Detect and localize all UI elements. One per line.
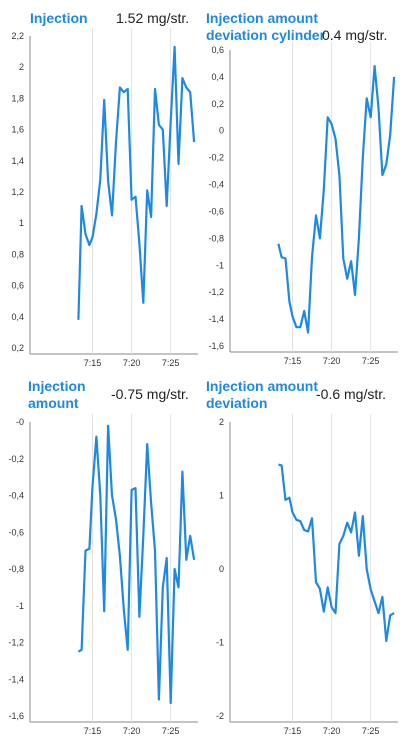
chart-injection-amount-deviation: 7:15 7:20 7:25 2 1 0 -1 -2	[216, 414, 398, 736]
y-tick-label: -0,6	[208, 206, 224, 216]
x-tick-label: 7:25	[162, 358, 180, 368]
panel-value: -0.75 mg/str.	[111, 386, 189, 402]
chart-injection-amount: 7:15 7:20 7:25 -0 -0,2 -0,4 -0,6 -0,8 -1 -1,2 -1,4…	[8, 414, 198, 736]
panel-title-line: deviation	[206, 395, 268, 411]
panel-title-line: Injection	[30, 10, 88, 26]
y-tick-label: 0	[219, 126, 224, 136]
y-tick-label: 1	[19, 218, 24, 228]
panel-title: Injection	[30, 10, 88, 27]
chart-injection: 7:15 7:20 7:25 2,2 2 1,8 1,6 1,4 1,2 1 0,8 0,6 0,4 0,…	[11, 28, 198, 368]
x-tick-label: 7:15	[284, 356, 302, 366]
x-tick-label: 7:20	[323, 356, 341, 366]
y-tick-label: -1,2	[8, 638, 24, 648]
series-line	[278, 463, 395, 643]
y-tick-label: -0,8	[8, 564, 24, 574]
panel-title-line: Injection amount	[206, 378, 318, 394]
y-tick-label: 1,6	[11, 125, 24, 135]
y-tick-label: 0,4	[211, 72, 224, 82]
y-tick-label: 1,4	[11, 156, 24, 166]
x-tick-label: 7:20	[123, 726, 141, 736]
y-tick-label: 0,6	[211, 45, 224, 55]
x-tick-label: 7:25	[362, 726, 380, 736]
chart-injection-amount-deviation-cylinder: 7:15 7:20 7:25 0,6 0,4 0,2 0 -0,2 -0,4 -0,6 -0,8 -1…	[208, 42, 398, 366]
x-tick-label: 7:20	[323, 726, 341, 736]
series-line	[277, 64, 396, 334]
y-tick-label: -2	[216, 711, 224, 721]
y-tick-label: 2	[219, 417, 224, 427]
y-tick-label: -0,8	[208, 233, 224, 243]
y-tick-label: 0,2	[211, 99, 224, 109]
y-tick-label: 1	[219, 491, 224, 501]
panel-value: -0.6 mg/str.	[316, 386, 387, 402]
y-tick-label: -1,4	[208, 314, 224, 324]
y-tick-label: 1,2	[11, 187, 24, 197]
y-tick-label: -1,6	[208, 341, 224, 351]
x-tick-label: 7:25	[162, 726, 180, 736]
panel-injection-amount: Injection amount -0.75 mg/str. 7:15 7:20 7…	[0, 370, 200, 740]
series-line	[77, 45, 196, 320]
x-tick-label: 7:15	[84, 726, 102, 736]
y-tick-label: 2,2	[11, 31, 24, 41]
y-tick-label: -0,6	[8, 527, 24, 537]
panel-injection-amount-deviation: Injection amount deviation -0.6 mg/str. …	[200, 370, 400, 740]
y-tick-label: -0,2	[208, 153, 224, 163]
x-tick-label: 7:20	[123, 358, 141, 368]
y-tick-label: 1,8	[11, 93, 24, 103]
panel-title: Injection amount	[28, 378, 86, 412]
panel-title: Injection amount deviation cylinder	[206, 10, 325, 44]
y-tick-label: -1	[216, 260, 224, 270]
y-tick-label: 0,2	[11, 343, 24, 353]
y-tick-label: -1	[216, 638, 224, 648]
y-tick-label: -0,4	[8, 491, 24, 501]
y-tick-label: 0,6	[11, 281, 24, 291]
panel-injection: Injection 1.52 mg/str. 7:15 7:20 7:25 2,2 2 1…	[0, 0, 200, 370]
y-tick-label: -0,4	[208, 180, 224, 190]
y-tick-label: 0,8	[11, 249, 24, 259]
y-tick-label: 2	[19, 62, 24, 72]
y-tick-label: -0	[16, 417, 24, 427]
panel-injection-amount-deviation-cylinder: Injection amount deviation cylinder 0.4 …	[200, 0, 400, 370]
y-tick-label: -1	[16, 601, 24, 611]
y-tick-label: -1,4	[8, 674, 24, 684]
y-tick-label: 0,4	[11, 312, 24, 322]
panel-value: 0.4 mg/str.	[322, 27, 388, 43]
y-tick-label: -1,6	[8, 711, 24, 721]
series-line	[77, 424, 196, 705]
y-tick-label: -1,2	[208, 287, 224, 297]
y-tick-label: -0,2	[8, 454, 24, 464]
x-tick-label: 7:15	[284, 726, 302, 736]
x-tick-label: 7:15	[84, 358, 102, 368]
y-tick-label: 0	[219, 564, 224, 574]
panel-title-line: amount	[28, 395, 79, 411]
panel-title-line: Injection	[28, 378, 86, 394]
x-tick-label: 7:25	[362, 356, 380, 366]
panel-value: 1.52 mg/str.	[116, 10, 190, 26]
panel-title-line: Injection amount	[206, 10, 318, 26]
panel-title-line: deviation cylinder	[206, 27, 326, 43]
panel-title: Injection amount deviation	[206, 378, 318, 412]
